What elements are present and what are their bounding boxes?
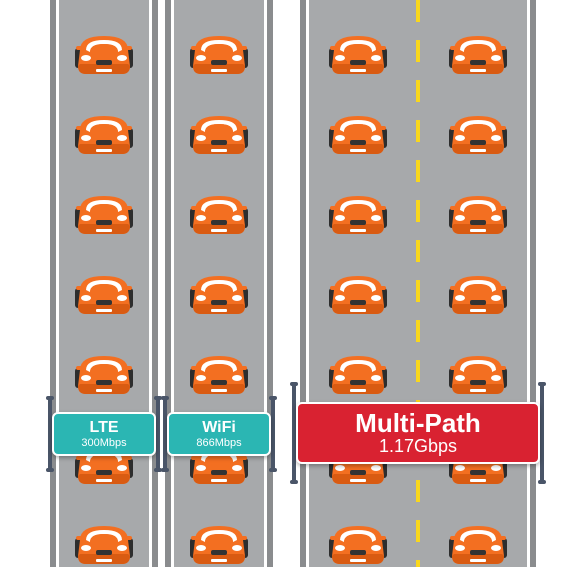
sign-post-cap xyxy=(538,382,546,386)
sign-wifi-title: WiFi xyxy=(202,419,236,437)
sign-lte-wrap: LTE 300Mbps xyxy=(52,412,156,456)
car-icon xyxy=(72,350,136,398)
car-icon xyxy=(187,110,251,158)
sign-post xyxy=(540,384,544,482)
sign-post-cap xyxy=(290,480,298,484)
car-icon xyxy=(72,520,136,568)
sign-wifi-wrap: WiFi 866Mbps xyxy=(167,412,271,456)
sign-post-cap xyxy=(269,396,277,400)
cars-layer xyxy=(0,0,567,567)
sign-multipath: Multi-Path 1.17Gbps xyxy=(296,402,540,464)
car-icon xyxy=(326,190,390,238)
sign-multipath-title: Multi-Path xyxy=(355,409,481,438)
sign-lte-subtitle: 300Mbps xyxy=(81,437,126,449)
car-icon xyxy=(326,30,390,78)
car-icon xyxy=(187,350,251,398)
car-icon xyxy=(446,30,510,78)
car-icon xyxy=(446,110,510,158)
car-icon xyxy=(187,520,251,568)
car-icon xyxy=(72,190,136,238)
car-icon xyxy=(72,270,136,318)
sign-lte-title: LTE xyxy=(89,419,118,437)
car-icon xyxy=(446,190,510,238)
sign-post-cap xyxy=(161,468,169,472)
sign-post xyxy=(271,398,275,470)
sign-post-cap xyxy=(290,382,298,386)
car-icon xyxy=(326,350,390,398)
sign-wifi-subtitle: 866Mbps xyxy=(196,437,241,449)
car-icon xyxy=(326,110,390,158)
car-icon xyxy=(446,520,510,568)
sign-post-cap xyxy=(161,396,169,400)
sign-post-cap xyxy=(46,396,54,400)
car-icon xyxy=(72,110,136,158)
sign-multipath-subtitle: 1.17Gbps xyxy=(379,437,457,457)
sign-multipath-wrap: Multi-Path 1.17Gbps xyxy=(296,402,540,464)
sign-post-cap xyxy=(538,480,546,484)
car-icon xyxy=(187,270,251,318)
sign-post xyxy=(156,398,160,470)
car-icon xyxy=(72,30,136,78)
car-icon xyxy=(187,30,251,78)
car-icon xyxy=(326,270,390,318)
car-icon xyxy=(326,520,390,568)
sign-post-cap xyxy=(46,468,54,472)
car-icon xyxy=(446,350,510,398)
sign-lte: LTE 300Mbps xyxy=(52,412,156,456)
sign-post-cap xyxy=(269,468,277,472)
sign-wifi: WiFi 866Mbps xyxy=(167,412,271,456)
car-icon xyxy=(446,270,510,318)
car-icon xyxy=(187,190,251,238)
